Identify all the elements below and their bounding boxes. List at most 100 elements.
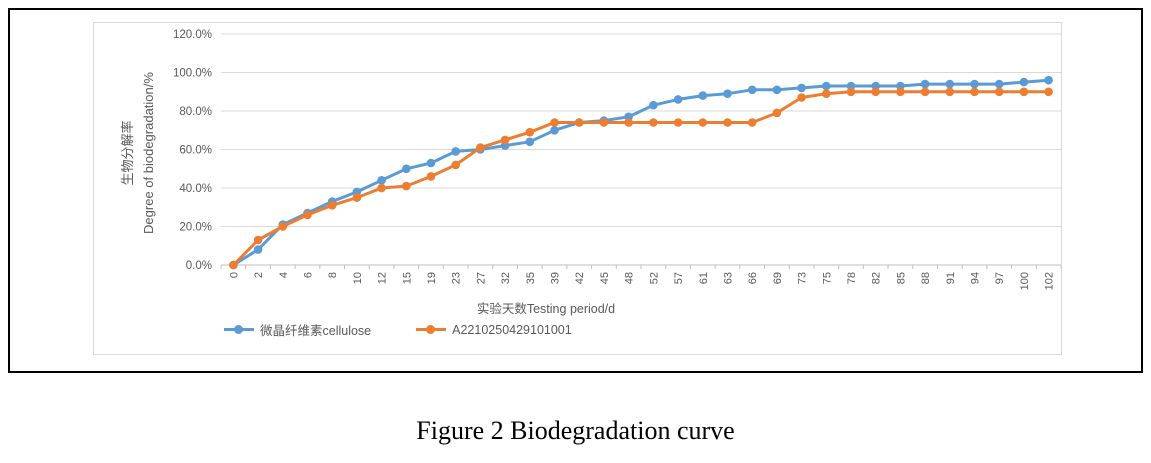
series-marker-1 [402,181,411,191]
x-tick-label: 27 [475,272,487,284]
series-marker-0 [797,83,806,93]
x-tick-label: 8 [327,272,339,278]
x-tick-label: 63 [722,272,734,284]
x-tick-label: 61 [698,272,710,284]
series-marker-1 [747,118,757,127]
series-marker-1 [525,127,535,137]
chart-legend: 微晶纤维素cellulose A2210250429101001 [224,320,572,339]
y-axis-title: 生物分解率 Degree of biodegradation/% [117,13,161,293]
x-tick-label: 85 [895,272,907,284]
y-axis-title-en: Degree of biodegradation/% [141,72,157,234]
series-marker-1 [723,118,732,127]
series-marker-1 [1044,87,1053,97]
x-tick-label: 91 [945,272,957,284]
legend-label-cellulose: 微晶纤维素cellulose [260,324,372,338]
x-tick-label: 88 [920,272,932,284]
series-marker-1 [229,260,238,270]
series-marker-0 [920,79,930,89]
y-tick-label: 120.0% [173,29,212,41]
series-marker-0 [253,245,263,254]
x-tick-label: 23 [451,272,463,284]
biodegradation-chart[interactable]: 120.0% 100.0% 80.0% 60.0% 40.0% 20.0% 0.0% 0 2 4 6… [93,22,1062,355]
series-marker-1 [476,143,485,152]
x-tick-label: 73 [797,272,809,284]
series-marker-1 [278,222,288,231]
series-marker-1 [1019,87,1029,97]
legend-label-sample: A2210250429101001 [452,322,572,337]
series-marker-0 [772,85,782,95]
x-tick-label: 82 [871,272,883,284]
series-marker-1 [253,235,263,245]
x-tick-label: 66 [747,272,759,284]
series-marker-1 [377,183,386,193]
series-marker-0 [402,164,411,174]
y-tick-label: 0.0% [186,260,212,272]
series-marker-0 [1019,77,1029,87]
x-tick-label: 39 [550,272,562,284]
series-line-0 [231,78,1051,267]
series-marker-1 [945,87,955,97]
series-marker-0 [723,89,732,98]
x-tick-label: 32 [500,272,512,284]
x-tick-label: 19 [426,272,438,284]
x-tick-label: 97 [994,272,1006,284]
series-marker-1 [920,87,930,97]
series-marker-1 [500,135,510,145]
series-marker-1 [327,201,337,210]
figure-border-box: 120.0% 100.0% 80.0% 60.0% 40.0% 20.0% 0.0% 0 2 4 6… [8,8,1143,373]
series-marker-0 [822,81,831,91]
series-marker-0 [550,126,559,135]
series-marker-1 [574,118,584,127]
y-tick-label: 80.0% [179,106,212,118]
series-marker-1 [599,118,609,127]
y-tick-label: 100.0% [173,68,212,80]
series-marker-0 [698,91,708,100]
x-tick-label: 15 [401,272,413,284]
x-tick-label: 94 [970,272,982,284]
series-marker-1 [970,87,979,97]
series-marker-1 [846,87,856,97]
series-marker-1 [797,93,806,102]
x-tick-label: 6 [302,272,314,278]
series-marker-1 [426,172,436,181]
x-tick-label: 10 [352,272,364,284]
legend-line-marker-cellulose [224,325,254,334]
series-marker-0 [747,85,757,95]
series-marker-1 [303,210,312,220]
series-marker-0 [1044,75,1053,85]
series-marker-1 [871,87,880,97]
series-marker-1 [352,193,362,202]
series-marker-1 [772,108,782,118]
x-axis-title: 实验天数Testing period/d [477,301,615,316]
series-marker-0 [994,79,1004,89]
x-tick-label: 45 [599,272,611,284]
series-marker-0 [945,79,955,89]
figure-caption: Figure 2 Biodegradation curve [416,416,735,445]
series-marker-0 [673,95,683,104]
y-tick-label: 40.0% [179,183,212,195]
x-tick-label: 52 [648,272,660,284]
x-tick-label: 35 [525,272,537,284]
x-tick-label: 4 [278,272,290,278]
x-tick-label: 42 [574,272,586,284]
series-marker-1 [649,118,658,127]
series-marker-1 [896,87,905,97]
chart-plot-area: 120.0% 100.0% 80.0% 60.0% 40.0% 20.0% 0.0% 0 2 4 6… [173,29,1061,316]
series-marker-1 [673,118,683,127]
x-tick-label: 75 [821,272,833,284]
x-tick-label: 102 [1044,272,1056,290]
x-tick-label: 0 [228,272,240,278]
series-marker-0 [377,176,386,185]
x-tick-label: 69 [772,272,784,284]
series-marker-1 [698,118,708,127]
y-tick-label: 20.0% [179,222,212,234]
legend-item-sample: A2210250429101001 [416,323,572,337]
series-marker-0 [649,100,658,110]
series-marker-0 [451,147,461,156]
x-tick-label: 57 [673,272,685,284]
legend-line-marker-sample [416,325,447,334]
x-tick-label: 2 [253,272,265,278]
legend-item-cellulose: 微晶纤维素cellulose [224,320,371,339]
series-marker-0 [970,79,979,89]
